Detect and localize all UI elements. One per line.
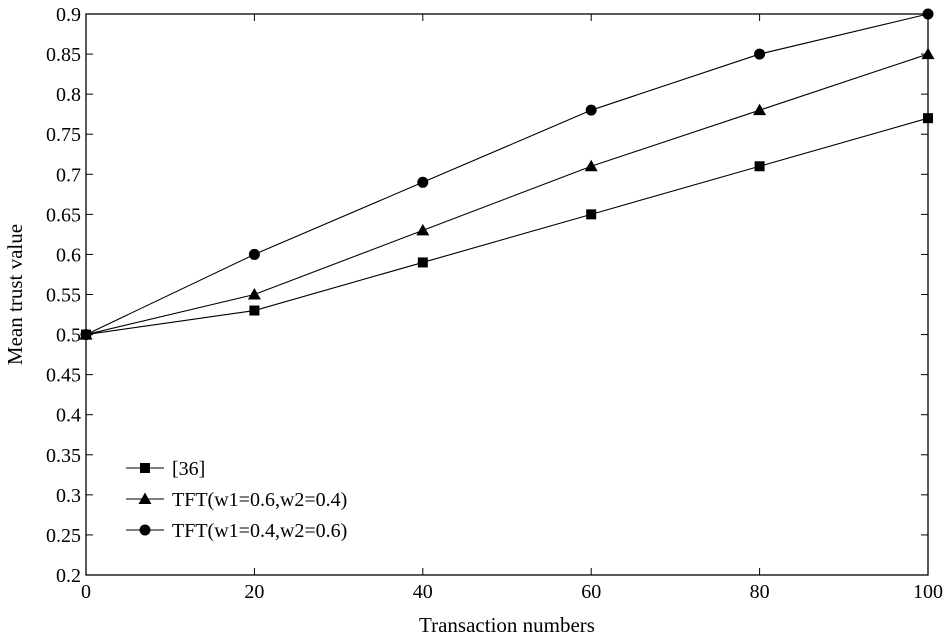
- legend-marker-triangle: [138, 492, 152, 504]
- data-point-circle: [585, 104, 597, 116]
- y-tick-label: 0.35: [46, 445, 81, 467]
- y-tick-label: 0.25: [46, 525, 81, 547]
- series-2: [79, 47, 935, 340]
- y-tick-label: 0.75: [46, 124, 81, 146]
- series-line-3: [85, 13, 929, 336]
- x-axis-title: Transaction numbers: [419, 613, 595, 637]
- y-tick-label: 0.9: [56, 4, 81, 26]
- y-tick-label: 0.65: [46, 204, 81, 226]
- x-tick-label: 60: [581, 581, 601, 603]
- y-tick-label: 0.5: [56, 325, 81, 347]
- data-point-circle: [417, 176, 429, 188]
- data-point-triangle: [584, 159, 598, 172]
- data-point-square: [249, 305, 260, 316]
- data-point-circle: [754, 48, 766, 60]
- y-tick-label: 0.3: [56, 485, 81, 507]
- y-tick-label: 0.7: [56, 164, 81, 186]
- y-tick-label: 0.45: [46, 365, 81, 387]
- x-tick-label: 20: [244, 581, 264, 603]
- series-3: [80, 8, 934, 341]
- data-point-square: [417, 257, 428, 268]
- y-tick-label: 0.55: [46, 285, 81, 307]
- y-tick-label: 0.4: [56, 405, 81, 427]
- y-tick-label: 0.8: [56, 84, 81, 106]
- legend-label: [36]: [172, 458, 205, 480]
- legend-item-1: [36]: [126, 458, 205, 480]
- legend-marker-square: [140, 463, 150, 473]
- data-point-circle: [248, 248, 260, 260]
- x-tick-label: 0: [81, 581, 91, 603]
- y-tick-label: 0.6: [56, 244, 81, 266]
- legend-item-3: TFT(w1=0.4,w2=0.6): [126, 520, 347, 542]
- data-point-triangle: [753, 103, 767, 116]
- y-tick-label: 0.2: [56, 565, 81, 587]
- data-point-square: [754, 161, 765, 172]
- series-line-2: [85, 53, 929, 336]
- legend: [36] TFT(w1=0.6,w2=0.4) TFT(w1=0.4,w2=0.6): [126, 458, 347, 542]
- y-axis-title: Mean trust value: [3, 224, 27, 365]
- legend-label: TFT(w1=0.4,w2=0.6): [172, 520, 347, 542]
- x-tick-label: 100: [913, 581, 943, 603]
- x-tick-label: 80: [750, 581, 770, 603]
- legend-label: TFT(w1=0.6,w2=0.4): [172, 489, 347, 511]
- legend-item-2: TFT(w1=0.6,w2=0.4): [126, 489, 347, 511]
- y-tick-label: 0.85: [46, 44, 81, 66]
- series-line-1: [85, 117, 929, 336]
- data-point-triangle: [416, 223, 430, 236]
- x-tick-label: 40: [413, 581, 433, 603]
- data-point-triangle: [247, 288, 261, 300]
- plot-layer: [79, 8, 935, 341]
- data-point-square: [586, 209, 597, 220]
- legend-marker-circle: [139, 524, 151, 536]
- tick-layer: 0 20 40 60 80 100 0.2 0.25 0.3 0.35 0.4 0.45 0.5 0.55…: [46, 4, 943, 603]
